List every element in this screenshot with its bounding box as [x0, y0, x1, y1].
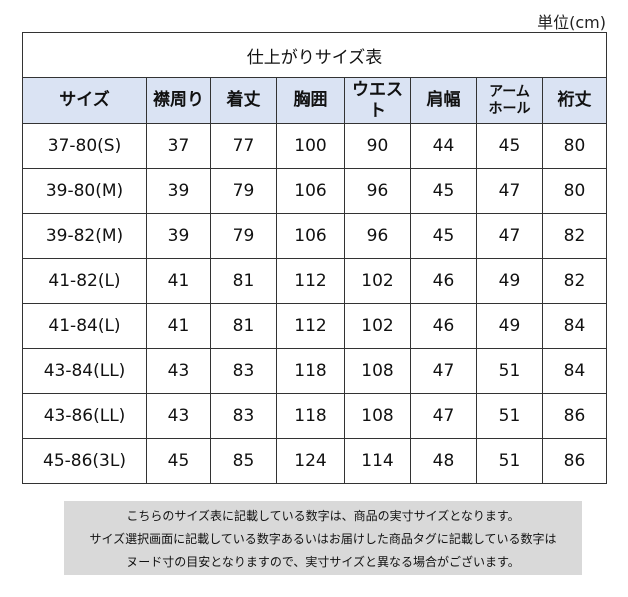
measurement-cell: 44: [410, 123, 477, 169]
measurement-cell: 84: [542, 348, 607, 394]
measurement-cell: 83: [210, 393, 277, 439]
measurement-cell: 46: [410, 258, 477, 304]
header-row: サイズ 襟周り 着丈 胸囲 ウエスト 肩幅 アーム ホール 裄丈: [22, 77, 607, 124]
measurement-cell: 79: [210, 168, 277, 214]
note-line: サイズ選択画面に記載している数字あるいはお届けした商品タグに記載している数字は: [89, 532, 557, 546]
header-chest: 胸囲: [276, 77, 345, 124]
table-row: 39-82(M) 39 79 106 96 45 47 82: [22, 213, 607, 259]
measurement-cell: 47: [410, 393, 477, 439]
measurement-cell: 124: [276, 438, 345, 484]
table-title: 仕上がりサイズ表: [22, 32, 607, 78]
table-row: 41-82(L) 41 81 112 102 46 49 82: [22, 258, 607, 304]
measurement-cell: 39: [146, 168, 211, 214]
measurement-cell: 112: [276, 258, 345, 304]
measurement-cell: 46: [410, 303, 477, 349]
measurement-cell: 49: [476, 303, 543, 349]
unit-label: 単位(cm): [537, 13, 606, 32]
header-size: サイズ: [22, 77, 147, 124]
measurement-cell: 81: [210, 303, 277, 349]
measurement-cell: 80: [542, 123, 607, 169]
measurement-cell: 90: [344, 123, 411, 169]
measurement-cell: 82: [542, 258, 607, 304]
measurement-cell: 108: [344, 393, 411, 439]
measurement-cell: 102: [344, 258, 411, 304]
measurement-cell: 45: [146, 438, 211, 484]
measurement-cell: 51: [476, 393, 543, 439]
note-line: こちらのサイズ表に記載している数字は、商品の実寸サイズとなります。: [126, 509, 520, 523]
measurement-cell: 106: [276, 213, 345, 259]
measurement-cell: 43: [146, 348, 211, 394]
measurement-cell: 108: [344, 348, 411, 394]
measurement-cell: 96: [344, 168, 411, 214]
table-row: 39-80(M) 39 79 106 96 45 47 80: [22, 168, 607, 214]
measurement-cell: 37: [146, 123, 211, 169]
measurement-cell: 48: [410, 438, 477, 484]
measurement-cell: 102: [344, 303, 411, 349]
table-row: 41-84(L) 41 81 112 102 46 49 84: [22, 303, 607, 349]
measurement-cell: 45: [476, 123, 543, 169]
measurement-cell: 84: [542, 303, 607, 349]
size-cell: 43-86(LL): [22, 393, 147, 439]
measurement-cell: 82: [542, 213, 607, 259]
measurement-cell: 80: [542, 168, 607, 214]
measurement-cell: 45: [410, 168, 477, 214]
table-row: 43-86(LL) 43 83 118 108 47 51 86: [22, 393, 607, 439]
measurement-cell: 118: [276, 348, 345, 394]
measurement-cell: 81: [210, 258, 277, 304]
measurement-cell: 112: [276, 303, 345, 349]
size-cell: 41-84(L): [22, 303, 147, 349]
size-cell: 37-80(S): [22, 123, 147, 169]
measurement-cell: 77: [210, 123, 277, 169]
measurement-cell: 114: [344, 438, 411, 484]
measurement-cell: 86: [542, 438, 607, 484]
measurement-cell: 41: [146, 258, 211, 304]
measurement-cell: 49: [476, 258, 543, 304]
size-cell: 43-84(LL): [22, 348, 147, 394]
size-cell: 39-80(M): [22, 168, 147, 214]
measurement-cell: 79: [210, 213, 277, 259]
measurement-cell: 41: [146, 303, 211, 349]
table-row: 37-80(S) 37 77 100 90 44 45 80: [22, 123, 607, 169]
measurement-cell: 100: [276, 123, 345, 169]
size-table: 仕上がりサイズ表 サイズ 襟周り 着丈 胸囲 ウエスト 肩幅 アーム ホール 裄…: [22, 32, 607, 484]
header-armhole: アーム ホール: [476, 77, 543, 124]
size-cell: 41-82(L): [22, 258, 147, 304]
header-shoulder: 肩幅: [410, 77, 477, 124]
measurement-cell: 45: [410, 213, 477, 259]
measurement-cell: 85: [210, 438, 277, 484]
header-collar: 襟周り: [146, 77, 211, 124]
header-length: 着丈: [210, 77, 277, 124]
table-row: 45-86(3L) 45 85 124 114 48 51 86: [22, 438, 607, 484]
measurement-cell: 118: [276, 393, 345, 439]
measurement-cell: 39: [146, 213, 211, 259]
size-cell: 45-86(3L): [22, 438, 147, 484]
measurement-cell: 47: [476, 168, 543, 214]
measurement-cell: 47: [476, 213, 543, 259]
measurement-cell: 106: [276, 168, 345, 214]
measurement-cell: 43: [146, 393, 211, 439]
measurement-cell: 96: [344, 213, 411, 259]
note-line: ヌード寸の目安となりますので、実寸サイズと異なる場合がございます。: [126, 555, 520, 569]
measurement-cell: 51: [476, 348, 543, 394]
notes-box: こちらのサイズ表に記載している数字は、商品の実寸サイズとなります。 サイズ選択画…: [64, 501, 582, 575]
size-cell: 39-82(M): [22, 213, 147, 259]
header-sleeve: 裄丈: [542, 77, 607, 124]
header-waist: ウエスト: [344, 77, 411, 124]
measurement-cell: 47: [410, 348, 477, 394]
measurement-cell: 51: [476, 438, 543, 484]
measurement-cell: 86: [542, 393, 607, 439]
table-row: 43-84(LL) 43 83 118 108 47 51 84: [22, 348, 607, 394]
measurement-cell: 83: [210, 348, 277, 394]
